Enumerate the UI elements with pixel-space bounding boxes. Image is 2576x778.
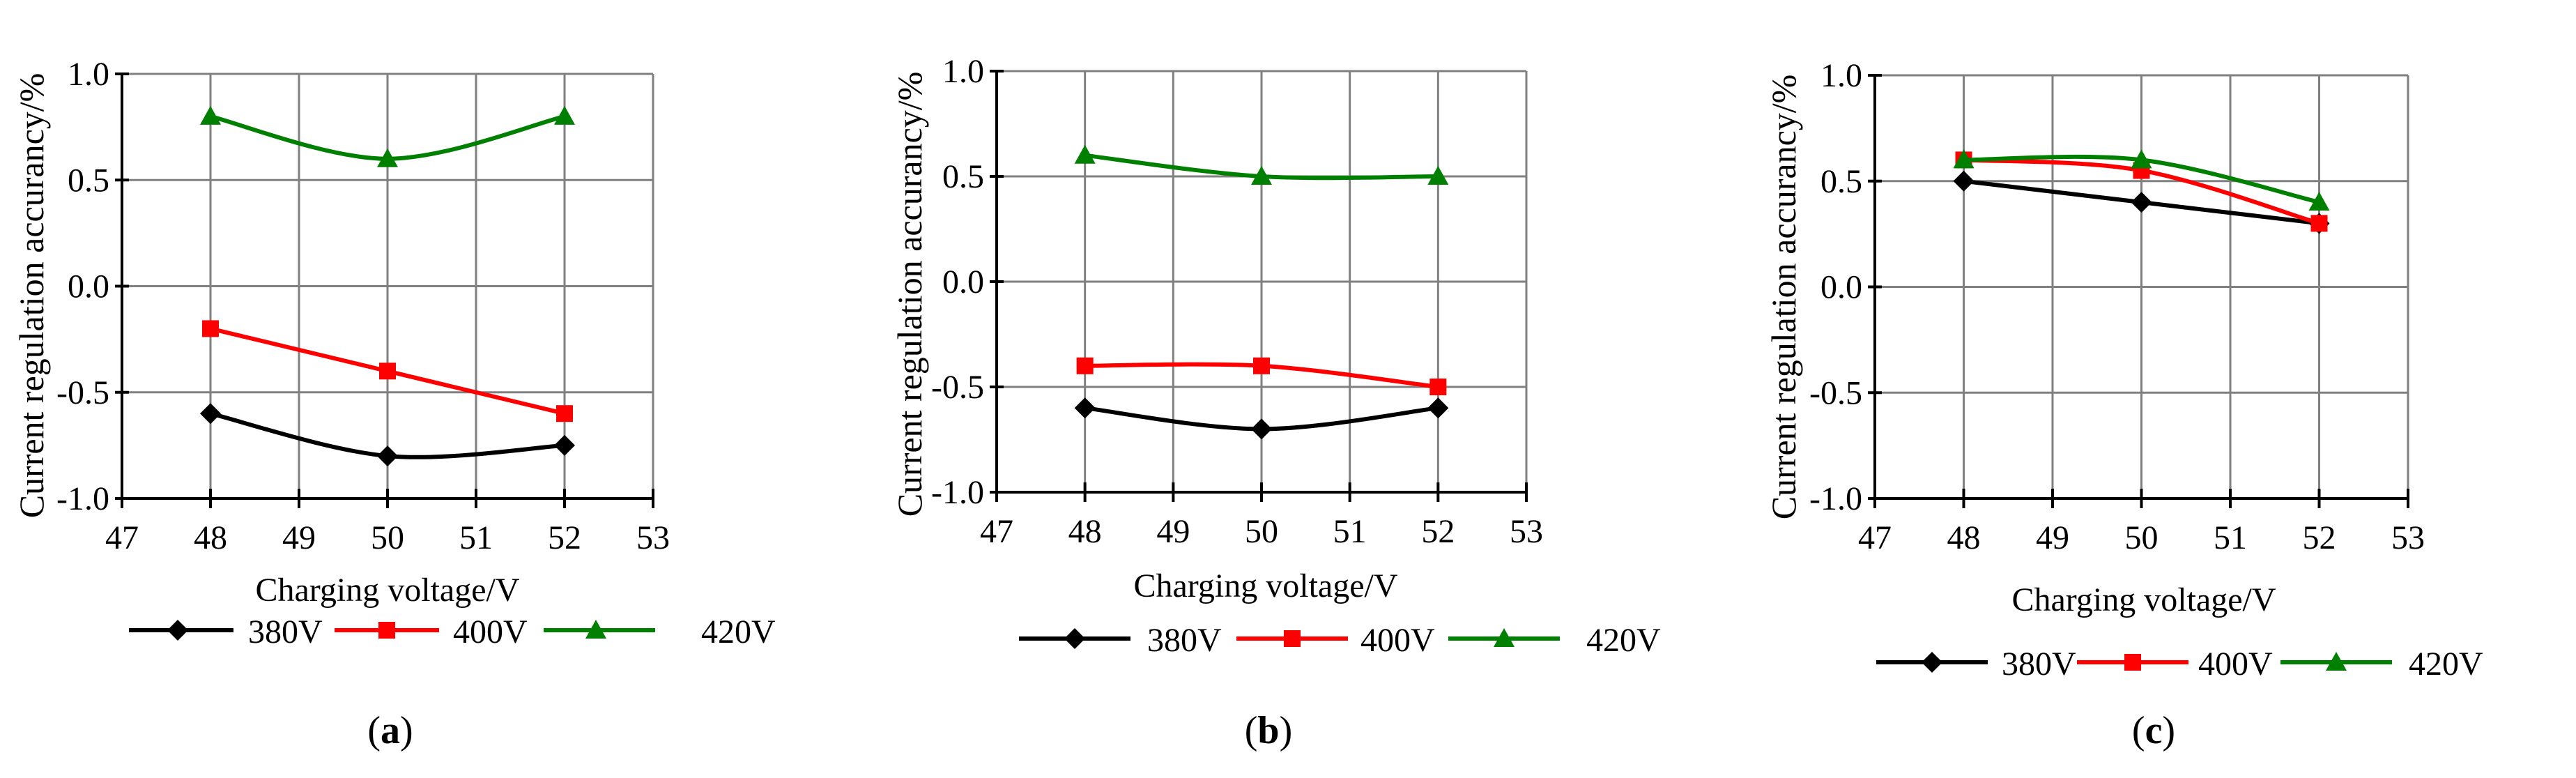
panel-a-y-tick-label: -1.0 (56, 480, 109, 517)
panel-b-point-380V-52 (1427, 397, 1449, 419)
panel-c-x-tick-label: 52 (2303, 519, 2336, 556)
panel-b-point-420V-48 (1074, 144, 1096, 164)
panel-c-x-tick-label: 51 (2214, 519, 2247, 556)
panel-b-legend-label-380V: 380V (1147, 622, 1222, 659)
panel-c-point-420V-50 (2131, 149, 2152, 169)
panel-b-x-tick-label: 50 (1245, 513, 1278, 550)
panel-c-caption: (c) (2132, 709, 2175, 752)
panel-c-x-tick-label: 47 (1858, 519, 1892, 556)
panel-c-legend-marker-400V (2124, 654, 2141, 671)
panel-b-x-tick-label: 49 (1156, 513, 1190, 550)
panel-b-y-tick-label: 0.0 (942, 264, 984, 300)
panel-c-y-axis-label: Current regulation accurancy/% (1764, 75, 1803, 520)
panel-a-x-tick-label: 48 (194, 519, 227, 556)
panel-c-y-tick-label: 0.5 (1820, 163, 1862, 200)
panel-c-x-tick-label: 50 (2125, 519, 2159, 556)
panel-c-x-tick-label: 49 (2036, 519, 2069, 556)
panel-a-x-tick-label: 51 (459, 519, 493, 556)
panel-c-point-380V-50 (2131, 192, 2152, 213)
panel-b-legend: 380V 400V 420V (1019, 622, 1661, 659)
panel-a-x-tick-label: 52 (548, 519, 581, 556)
panel-b-caption: (b) (1245, 709, 1292, 752)
chart-panel-a: -1.0 -0.5 0.0 0.5 1.0 47 48 49 50 51 52 53 Current … (12, 56, 776, 752)
panel-a-x-tick-label: 50 (371, 519, 404, 556)
panel-a-legend-label-380V: 380V (248, 613, 323, 650)
panel-c-point-380V-48 (1953, 170, 1975, 192)
panel-a-x-tick-label: 53 (636, 519, 670, 556)
panel-a-caption: (a) (367, 709, 413, 752)
panel-a-legend-marker-380V (167, 620, 188, 641)
panel-c-y-tick-label: -1.0 (1809, 480, 1862, 517)
panel-b-x-tick-label: 53 (1510, 513, 1543, 550)
panel-b-legend-label-420V: 420V (1586, 622, 1661, 659)
panel-c-legend-marker-420V (2326, 652, 2347, 671)
panel-a-legend-marker-400V (378, 622, 395, 639)
panel-b-y-axis-label: Current regulation accurancy/% (890, 72, 929, 517)
panel-b-point-380V-50 (1251, 418, 1272, 440)
panel-b-x-tick-label: 48 (1068, 513, 1102, 550)
panel-c-point-420V-52 (2308, 192, 2330, 211)
panel-b-y-tick-label: -1.0 (931, 474, 984, 511)
panel-b-point-420V-50 (1251, 166, 1272, 185)
panel-a-y-tick-label: 0.5 (68, 162, 109, 199)
panel-a-point-380V-50 (377, 445, 398, 467)
panel-b-point-400V-48 (1076, 357, 1094, 374)
panel-c-plot: -1.0 -0.5 0.0 0.5 1.0 47 48 49 50 51 52 53 (1809, 57, 2425, 556)
panel-b-legend-marker-420V (1494, 628, 1515, 647)
panel-b-x-tick-label: 52 (1421, 513, 1455, 550)
panel-a-legend-marker-420V (585, 620, 606, 639)
panel-c-x-tick-label: 48 (1947, 519, 1981, 556)
panel-a-point-420V-48 (200, 105, 221, 125)
panel-c-legend: 380V 400V 420V (1876, 646, 2483, 682)
panel-a-legend: 380V 400V 420V (129, 613, 776, 650)
panel-a-point-400V-52 (556, 405, 573, 422)
panel-b-point-400V-52 (1429, 379, 1447, 395)
chart-panel-b: -1.0 -0.5 0.0 0.5 1.0 47 48 49 50 51 52 53 Current … (890, 53, 1661, 752)
panel-b-point-400V-50 (1253, 357, 1270, 374)
panel-c-y-tick-label: 1.0 (1820, 57, 1862, 94)
panel-a-legend-label-420V: 420V (701, 613, 776, 650)
panel-c-point-420V-48 (1953, 149, 1975, 169)
panel-c-legend-label-420V: 420V (2409, 646, 2483, 682)
panel-b-legend-label-400V: 400V (1360, 622, 1435, 659)
panel-a-x-tick-label: 49 (282, 519, 316, 556)
panel-a-x-tick-label: 47 (105, 519, 139, 556)
panel-b-point-420V-52 (1427, 166, 1449, 185)
panel-a-legend-label-400V: 400V (453, 613, 528, 650)
panel-a-point-400V-50 (379, 363, 396, 380)
panel-c-legend-marker-380V (1922, 652, 1942, 673)
panel-c-legend-label-400V: 400V (2198, 646, 2273, 682)
panel-c-x-axis-label: Charging voltage/V (2011, 581, 2276, 618)
panel-c-y-tick-label: 0.0 (1820, 269, 1862, 306)
panel-b-y-tick-label: 1.0 (942, 53, 984, 90)
panel-c-point-400V-52 (2310, 215, 2328, 232)
panel-b-y-tick-label: -0.5 (931, 369, 984, 406)
panel-b-x-axis-label: Charging voltage/V (1133, 567, 1397, 604)
panel-b-plot: -1.0 -0.5 0.0 0.5 1.0 47 48 49 50 51 52 53 (931, 53, 1543, 550)
panel-a-y-tick-label: -0.5 (56, 374, 109, 411)
panel-a-point-420V-52 (554, 105, 575, 125)
panel-c-y-tick-label: -0.5 (1809, 374, 1862, 411)
panel-b-x-tick-label: 47 (980, 513, 1013, 550)
chart-panel-c: -1.0 -0.5 0.0 0.5 1.0 47 48 49 50 51 52 53 Current … (1764, 57, 2483, 752)
panel-c-legend-label-380V: 380V (2002, 646, 2076, 682)
panel-a-point-400V-48 (202, 320, 219, 337)
panel-a-plot: -1.0 -0.5 0.0 0.5 1.0 47 48 49 50 51 52 53 (56, 56, 670, 556)
panel-a-y-axis-label: Current regulation accurancy/% (12, 73, 51, 519)
panel-b-x-tick-label: 51 (1333, 513, 1367, 550)
panel-b-legend-marker-380V (1064, 628, 1085, 649)
panel-a-y-tick-label: 0.0 (68, 268, 109, 305)
panel-b-y-tick-label: 0.5 (942, 158, 984, 195)
panel-b-legend-marker-400V (1284, 630, 1301, 647)
panel-c-x-tick-label: 53 (2391, 519, 2425, 556)
panel-a-y-tick-label: 1.0 (68, 56, 109, 93)
panel-a-point-380V-48 (200, 403, 221, 425)
panel-a-point-380V-52 (554, 434, 575, 456)
panel-b-point-380V-48 (1074, 397, 1096, 419)
panel-a-x-axis-label: Charging voltage/V (255, 572, 519, 609)
panel-a-point-420V-50 (377, 148, 398, 167)
